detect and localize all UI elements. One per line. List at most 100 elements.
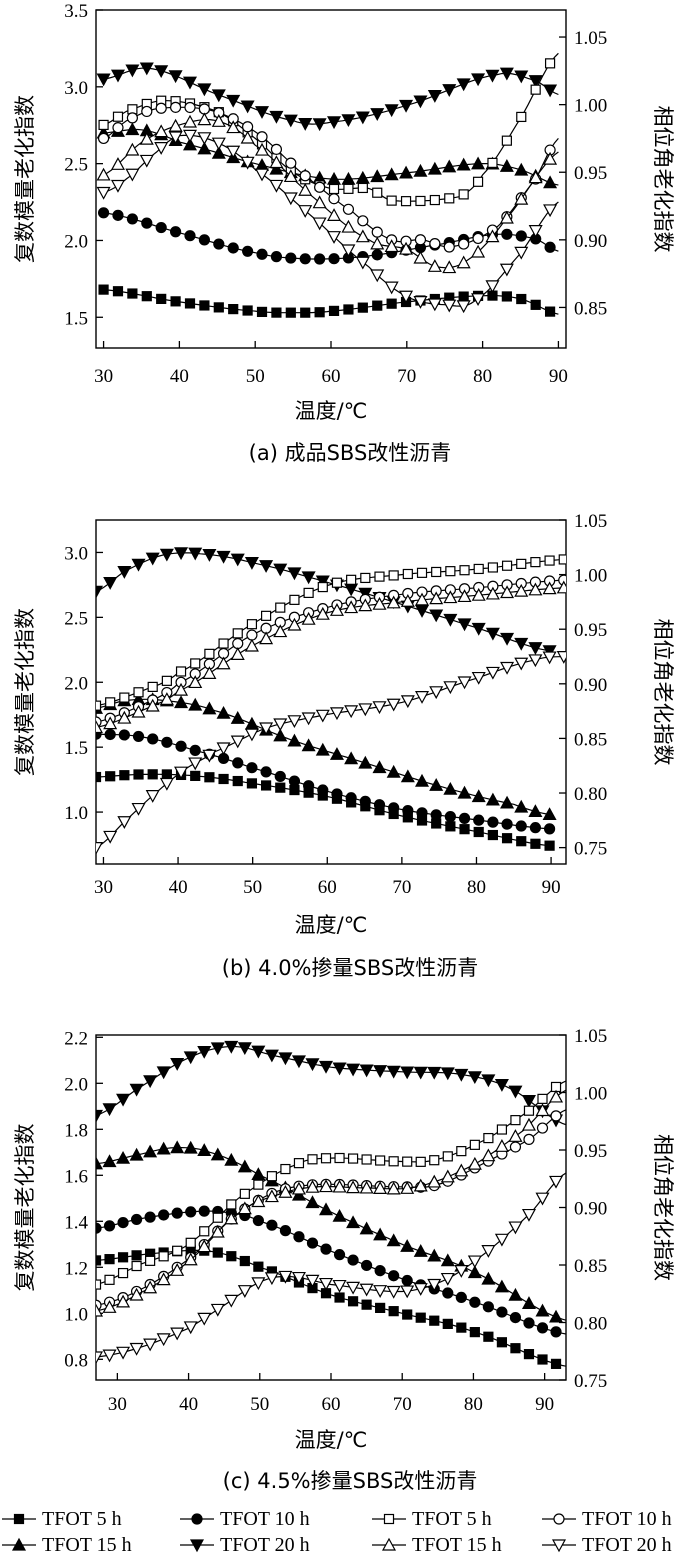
data-point [216, 742, 231, 756]
data-point [471, 73, 486, 87]
data-point [402, 1156, 413, 1167]
data-point [144, 1211, 156, 1223]
data-point [291, 1187, 306, 1201]
data-point [386, 595, 401, 609]
data-point [240, 130, 255, 144]
data-point [199, 300, 210, 311]
data-point [456, 78, 471, 92]
data-point [224, 1211, 239, 1225]
data-point [251, 1167, 266, 1181]
data-point [224, 1152, 239, 1166]
x-tick-label: 30 [94, 877, 113, 898]
data-point [514, 637, 529, 651]
data-point [182, 129, 198, 143]
data-point [306, 1237, 319, 1249]
data-point [427, 161, 442, 175]
data-point [413, 250, 428, 264]
series-tri-down-open [96, 1172, 566, 1365]
data-point [442, 260, 457, 274]
data-point [487, 816, 499, 828]
data-point [544, 555, 555, 566]
data-point [528, 804, 543, 818]
data-point [333, 1249, 346, 1261]
data-point [159, 777, 174, 791]
data-point [371, 249, 383, 261]
data-point [386, 298, 397, 309]
data-point [514, 70, 529, 84]
data-point [183, 1252, 198, 1266]
data-point [384, 239, 399, 253]
series-square-filled [96, 769, 555, 851]
data-point [242, 305, 253, 316]
data-point [170, 1058, 185, 1071]
data-point [117, 1216, 129, 1229]
data-point [154, 124, 169, 138]
data-point [143, 1280, 158, 1294]
data-point [264, 1049, 279, 1063]
data-point [147, 681, 158, 693]
x-tick-label: 40 [169, 877, 188, 898]
data-point [386, 1285, 401, 1299]
data-point [155, 221, 167, 234]
data-point [198, 234, 211, 246]
data-point [485, 586, 500, 600]
data-point [226, 1199, 237, 1210]
data-point [119, 692, 130, 703]
data-point [543, 84, 558, 98]
data-point [528, 654, 543, 668]
data-point [102, 1103, 117, 1117]
series-line [96, 1172, 566, 1358]
data-point [253, 1179, 264, 1190]
data-point [131, 802, 146, 816]
data-point [400, 695, 415, 709]
data-point [485, 627, 500, 641]
data-point [346, 1215, 361, 1229]
data-point [174, 766, 189, 780]
data-point [500, 585, 515, 599]
data-point [305, 1274, 320, 1288]
data-point [159, 548, 174, 562]
data-point [314, 253, 326, 265]
data-point [357, 215, 369, 227]
y-right-tick-label: 0.80 [574, 1314, 607, 1335]
data-point [427, 1248, 442, 1262]
data-point [346, 574, 357, 585]
series-tri-down-open [96, 129, 559, 314]
data-point [442, 1318, 453, 1329]
data-point [175, 740, 187, 752]
data-point [185, 1206, 197, 1218]
data-point [188, 675, 203, 689]
data-point [427, 89, 442, 103]
data-point [174, 682, 189, 696]
data-point [185, 1237, 196, 1248]
data-point [508, 1287, 523, 1301]
data-point [347, 1153, 359, 1164]
data-point [413, 1066, 428, 1080]
data-point [399, 99, 414, 113]
legend-label: TFOT 15 h [412, 1534, 502, 1556]
data-point [130, 1213, 143, 1226]
data-point [131, 704, 146, 718]
data-point [501, 818, 513, 830]
data-point [190, 658, 201, 669]
series-line [96, 1045, 566, 1126]
data-point [291, 1181, 306, 1195]
series-square-filled [98, 284, 559, 318]
data-point [458, 291, 469, 302]
chart-panel-3: 30 40 50 60 70 80 90 0.8 1.0 1.2 1.4 1.6 1.8 2.0 2.2 0.… [13, 1026, 675, 1493]
data-point [372, 760, 387, 774]
data-point [110, 179, 125, 193]
data-point [110, 157, 125, 170]
legend-label: TFOT 20 h [582, 1534, 672, 1556]
data-point [189, 744, 201, 756]
data-point [299, 253, 311, 265]
data-point [98, 119, 109, 131]
data-point [332, 1062, 347, 1076]
data-point [298, 205, 313, 218]
data-point [117, 1267, 129, 1279]
data-point [400, 1239, 415, 1252]
data-point [197, 141, 212, 155]
data-point [301, 571, 316, 585]
data-point [305, 1058, 320, 1072]
data-point [197, 1045, 212, 1059]
